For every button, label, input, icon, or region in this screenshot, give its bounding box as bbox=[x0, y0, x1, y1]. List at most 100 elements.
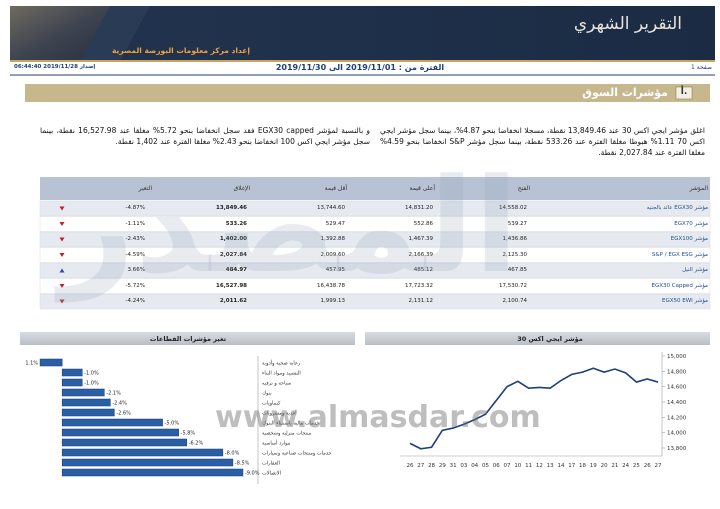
value-label: -8.0% bbox=[225, 451, 240, 457]
x-tick-label: 27 bbox=[417, 463, 424, 469]
value-label: -2.4% bbox=[112, 401, 127, 407]
section-bar bbox=[25, 84, 710, 102]
table-cell: 1,467.39 bbox=[408, 236, 434, 242]
table-cell: -2.43% bbox=[125, 236, 145, 242]
arrow-down bbox=[59, 253, 65, 257]
index-name: مؤشر EGX30 عائد بالجنيه bbox=[646, 205, 708, 211]
x-tick-label: 18 bbox=[579, 463, 586, 469]
value-label: -9.0% bbox=[245, 471, 260, 477]
table-cell: 529.47 bbox=[325, 220, 345, 227]
paragraph: و بالنسبة لمؤشر EGX30 capped فقد سجل انخ… bbox=[40, 126, 371, 146]
category-label: موارد أساسية bbox=[262, 440, 291, 447]
value-label: -1.0% bbox=[84, 371, 99, 377]
report-title: التقرير الشهري bbox=[573, 14, 682, 34]
category-label: الاتصالات bbox=[262, 471, 281, 477]
table-cell: -5.72% bbox=[125, 282, 145, 289]
table-header: الفتح bbox=[517, 185, 530, 192]
table-cell: 2,125.30 bbox=[502, 251, 528, 258]
value-label: -1.0% bbox=[84, 381, 99, 387]
watermark-url: www.almasdar.com bbox=[215, 400, 541, 435]
y-tick-label: 14,000 bbox=[667, 431, 687, 437]
x-tick-label: 31 bbox=[450, 463, 457, 469]
x-tick-label: 29 bbox=[439, 463, 446, 469]
index-name: مؤشر النيل bbox=[682, 267, 708, 273]
table-cell: 16,438.78 bbox=[317, 282, 345, 289]
x-tick-label: 21 bbox=[611, 463, 618, 469]
watermark-logo: المصدر bbox=[60, 150, 519, 302]
arrow-up bbox=[59, 268, 65, 273]
category-label: العقارات bbox=[262, 461, 280, 467]
chart-title-bar bbox=[365, 332, 710, 345]
table-row bbox=[39, 262, 711, 279]
index-name: مؤشر S&P / EGX ESG bbox=[651, 251, 708, 258]
table-cell: 2,166.39 bbox=[408, 251, 434, 258]
table-header: أعلى قيمة bbox=[409, 185, 435, 192]
x-tick-label: 19 bbox=[590, 463, 597, 469]
x-tick-label: 20 bbox=[601, 463, 608, 469]
table-header: الإغلاق bbox=[233, 185, 250, 192]
table-cell: 1,436.86 bbox=[502, 236, 528, 242]
table-cell: 13,849.46 bbox=[216, 205, 247, 211]
table-cell: -4.24% bbox=[125, 298, 145, 304]
table-cell: 3.66% bbox=[127, 267, 145, 273]
arrow-down bbox=[59, 237, 65, 242]
category-label: منتجات منزلية وشخصية bbox=[262, 431, 312, 437]
period: الفترة من : 2019/11/01 الى 2019/11/30 bbox=[275, 63, 445, 72]
table-cell: 485.12 bbox=[413, 267, 433, 273]
banner-stripe bbox=[80, 6, 150, 61]
x-tick-label: 26 bbox=[644, 463, 651, 469]
value-label: 1.1% bbox=[25, 361, 38, 367]
x-tick-label: 13 bbox=[547, 463, 554, 469]
arrow-down bbox=[59, 206, 65, 211]
table-cell: -4.59% bbox=[125, 251, 145, 258]
table-cell: 1,999.13 bbox=[320, 298, 346, 304]
table-row bbox=[39, 216, 711, 232]
value-label: -2.6% bbox=[116, 411, 131, 417]
table-cell: 2,009.60 bbox=[320, 251, 346, 258]
y-tick-label: 14,800 bbox=[667, 369, 687, 375]
x-tick-label: 03 bbox=[460, 463, 467, 469]
table-cell: 17,530.72 bbox=[499, 282, 527, 289]
section-number: أ. bbox=[680, 87, 688, 97]
x-tick-label: 05 bbox=[482, 463, 489, 469]
bar bbox=[61, 388, 105, 397]
table-cell: 2,100.74 bbox=[502, 298, 528, 304]
table-header: المؤشر bbox=[689, 185, 708, 192]
section-tab bbox=[675, 86, 693, 100]
x-tick-label: 28 bbox=[428, 463, 435, 469]
table-row bbox=[39, 293, 711, 310]
table-header: التغير bbox=[138, 185, 152, 192]
value-label: -5.0% bbox=[165, 421, 180, 427]
table-cell: 1,392.88 bbox=[320, 236, 346, 242]
table-cell: 2,131.12 bbox=[408, 298, 434, 304]
y-tick-label: 13,800 bbox=[667, 446, 687, 452]
section-title: مؤشرات السوق bbox=[582, 86, 668, 99]
table-cell: 533.26 bbox=[225, 220, 247, 227]
table-cell: -4.87% bbox=[125, 205, 145, 211]
table-cell: 552.86 bbox=[413, 220, 433, 227]
paragraph: اغلق مؤشر ايجي اكس 30 عند 13,849.46 نقطة… bbox=[380, 126, 705, 157]
table-cell: 14,831.20 bbox=[405, 205, 433, 211]
y-tick-label: 15,000 bbox=[667, 354, 687, 360]
x-tick-label: 12 bbox=[536, 463, 543, 469]
table-cell: 1,402.00 bbox=[219, 236, 247, 242]
bar bbox=[61, 428, 179, 437]
category-label: أغذية ومشروبات bbox=[262, 410, 297, 417]
index-name: مؤشر EGX50 EWI bbox=[662, 298, 708, 304]
table-cell: 14,558.02 bbox=[499, 205, 527, 211]
x-tick-label: 07 bbox=[504, 463, 511, 469]
table-cell: 2,011.62 bbox=[219, 298, 247, 304]
y-tick-label: 14,400 bbox=[667, 400, 687, 406]
table-cell: -1.11% bbox=[125, 220, 145, 227]
table-cell: 484.97 bbox=[225, 267, 247, 273]
index-line bbox=[409, 367, 659, 450]
x-tick-label: 24 bbox=[622, 463, 629, 469]
value-label: -2.1% bbox=[106, 391, 121, 397]
category-label: رعاية صحية وأدوية bbox=[262, 360, 301, 367]
index-name: مؤشر EGX30 Capped bbox=[651, 282, 708, 289]
table-cell: 2,027.84 bbox=[219, 251, 247, 258]
y-tick-label: 14,600 bbox=[667, 385, 687, 391]
category-label: خدمات ومنتجات صناعية وسيارات bbox=[262, 451, 332, 457]
arrow-down bbox=[59, 284, 65, 288]
